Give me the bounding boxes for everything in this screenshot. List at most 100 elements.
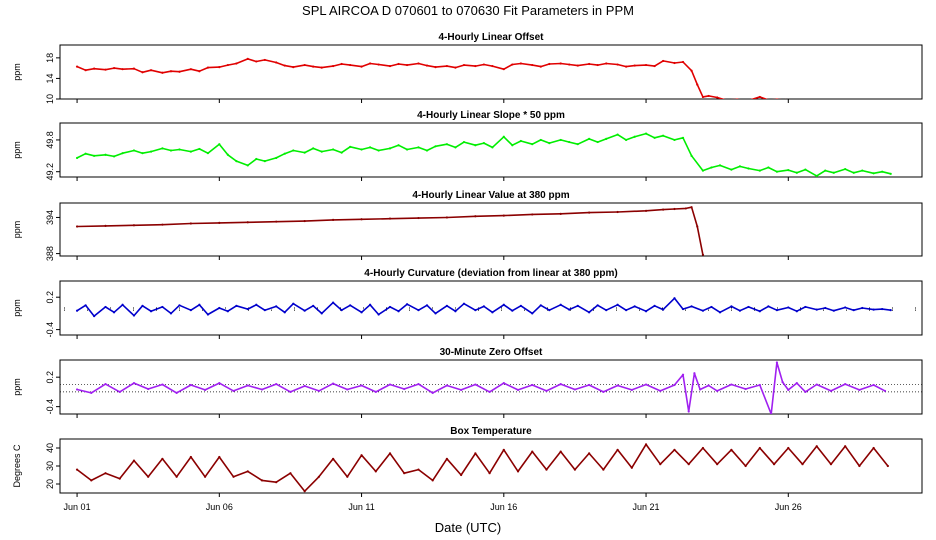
data-point (275, 481, 278, 484)
data-point (673, 297, 676, 300)
data-point (161, 223, 164, 226)
data-point (673, 383, 676, 387)
data-point (454, 310, 457, 313)
data-point (178, 70, 181, 73)
data-point (573, 388, 577, 391)
panel-frame (59, 359, 923, 415)
data-point (397, 310, 400, 313)
data-point (576, 304, 579, 307)
data-point (568, 140, 571, 144)
data-point (605, 309, 608, 312)
data-point (662, 134, 665, 137)
data-point (605, 137, 608, 140)
data-point (785, 98, 786, 99)
data-point (559, 303, 562, 306)
x-tick-label: Jun 06 (206, 502, 233, 512)
data-point (275, 220, 278, 223)
data-point (795, 310, 798, 313)
data-point (218, 221, 221, 224)
data-point (738, 309, 742, 312)
data-point (616, 210, 619, 214)
data-point (303, 309, 306, 312)
panel-1: 4-Hourly Linear Offset 10 14 18 ppm (12, 32, 923, 104)
data-point (531, 312, 534, 315)
data-point (246, 307, 249, 311)
data-point (573, 468, 577, 471)
data-point (431, 391, 434, 394)
data-point (872, 308, 875, 311)
data-point (112, 67, 116, 70)
data-point (775, 170, 779, 173)
data-point (681, 60, 685, 64)
data-point (662, 308, 665, 311)
data-point (659, 389, 662, 393)
data-point (417, 382, 420, 386)
data-point (445, 384, 449, 387)
data-point (405, 303, 409, 306)
data-point (303, 63, 306, 67)
data-point (141, 152, 144, 155)
data-point (696, 225, 699, 228)
data-point (815, 445, 818, 448)
data-point (246, 470, 249, 473)
y-axis-label: Degrees C (12, 444, 22, 488)
data-point (698, 388, 702, 391)
data-point (531, 383, 534, 387)
data-point (502, 214, 505, 217)
data-point (602, 468, 605, 471)
data-point (596, 63, 599, 67)
data-point (332, 301, 335, 304)
data-point (218, 455, 221, 459)
data-point (781, 380, 784, 384)
data-point (161, 305, 164, 309)
data-point (403, 472, 406, 475)
y-tick-label: 40 (45, 443, 55, 453)
data-point (701, 446, 705, 450)
data-point (531, 213, 534, 216)
data-point (303, 384, 306, 388)
data-point (255, 303, 258, 306)
panel-frame (59, 202, 923, 257)
data-point (377, 149, 380, 152)
data-point (531, 450, 534, 453)
x-tick-label: Jun 21 (633, 502, 660, 512)
data-point (684, 207, 687, 210)
data-point (397, 62, 400, 66)
data-point (767, 166, 770, 169)
data-point (112, 311, 116, 314)
data-point (545, 468, 548, 471)
data-point (368, 146, 372, 149)
data-point (425, 304, 429, 307)
data-point (744, 387, 747, 391)
data-point (602, 390, 605, 394)
data-point (169, 149, 173, 152)
data-point (462, 63, 466, 67)
data-point (772, 463, 776, 466)
data-point (673, 61, 676, 65)
data-point (112, 155, 116, 158)
data-point (502, 135, 505, 138)
data-point (235, 160, 238, 163)
data-point (701, 309, 705, 312)
data-point (568, 63, 571, 66)
data-point (491, 146, 494, 149)
data-point (886, 464, 889, 468)
data-point (775, 361, 779, 364)
data-point (881, 170, 884, 173)
data-point (75, 225, 79, 228)
y-axis-label: ppm (12, 299, 22, 317)
data-point (403, 387, 406, 391)
data-point (844, 167, 847, 171)
x-axis-label: Date (UTC) (435, 520, 501, 535)
data-point (747, 99, 749, 101)
y-tick-label: 20 (45, 479, 55, 489)
data-point (883, 389, 887, 393)
data-point (644, 383, 648, 386)
data-point (417, 468, 420, 471)
data-point (388, 147, 392, 150)
data-point (226, 310, 229, 313)
data-point (588, 452, 591, 455)
data-point (75, 468, 79, 471)
data-point (815, 383, 818, 386)
